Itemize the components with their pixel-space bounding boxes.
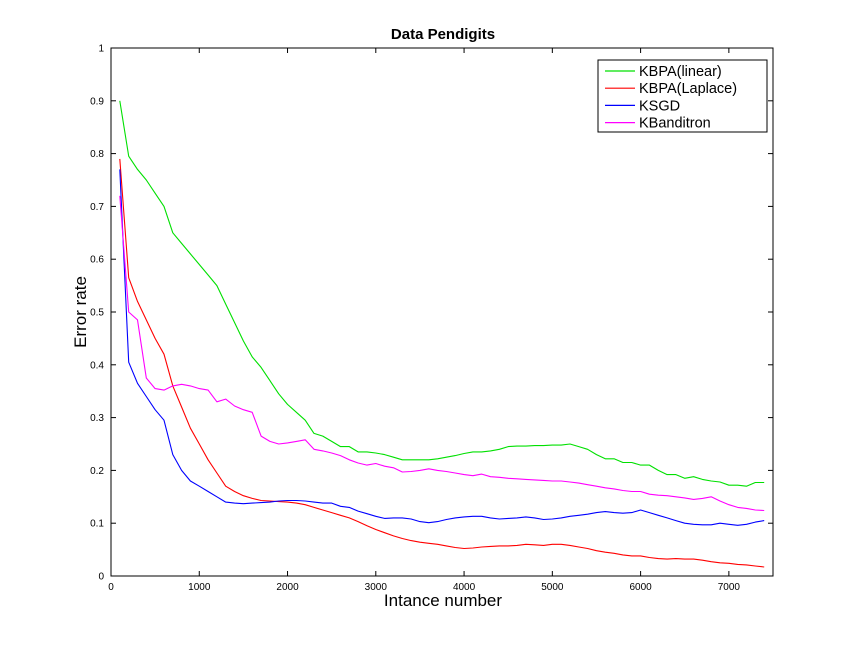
x-axis-label: Intance number (384, 591, 502, 610)
axis-ticks: 0 1000 2000 3000 4000 5000 6000 7000 0 0.1 0.2 0.3 0… (90, 44, 773, 593)
x-tick-label: 0 (108, 582, 114, 593)
x-tick-label: 5000 (541, 582, 564, 593)
legend-label: KSGD (639, 98, 680, 114)
legend-label: KBPA(linear) (639, 64, 722, 80)
series-line-kbanditron (119, 195, 765, 512)
x-tick-label: 1000 (188, 582, 211, 593)
plot-frame (110, 47, 774, 577)
x-tick-label: 7000 (718, 582, 741, 593)
y-tick-label: 0 (98, 572, 104, 583)
series-line-kbpa-linear (119, 100, 765, 487)
y-axis-label: Error rate (71, 276, 90, 348)
series-line-ksgd (119, 169, 765, 526)
y-tick-label: 0.5 (90, 308, 104, 319)
y-tick-label: 0.3 (90, 413, 104, 424)
x-tick-label: 3000 (365, 582, 388, 593)
legend-box (597, 59, 768, 133)
series-lines (119, 100, 765, 568)
y-tick-label: 0.2 (90, 466, 104, 477)
y-tick-label: 0.7 (90, 202, 104, 213)
y-tick-label: 0.8 (90, 149, 104, 160)
y-tick-label: 0.1 (90, 519, 104, 530)
legend-label: KBanditron (639, 116, 711, 132)
plot-area (111, 48, 773, 576)
legend: KBPA(linear)KBPA(Laplace)KSGD KBanditron (597, 59, 768, 133)
y-tick-label: 1 (98, 44, 104, 55)
series-line-kbpa-laplace (119, 158, 765, 568)
y-tick-label: 0.4 (90, 360, 104, 371)
chart-title: Data Pendigits (391, 26, 495, 43)
x-tick-label: 2000 (276, 582, 299, 593)
x-tick-label: 4000 (453, 582, 476, 593)
x-tick-label: 6000 (629, 582, 652, 593)
legend-label: KBPA(Laplace) (639, 81, 737, 97)
y-tick-label: 0.9 (90, 96, 104, 107)
y-tick-label: 0.6 (90, 255, 104, 266)
